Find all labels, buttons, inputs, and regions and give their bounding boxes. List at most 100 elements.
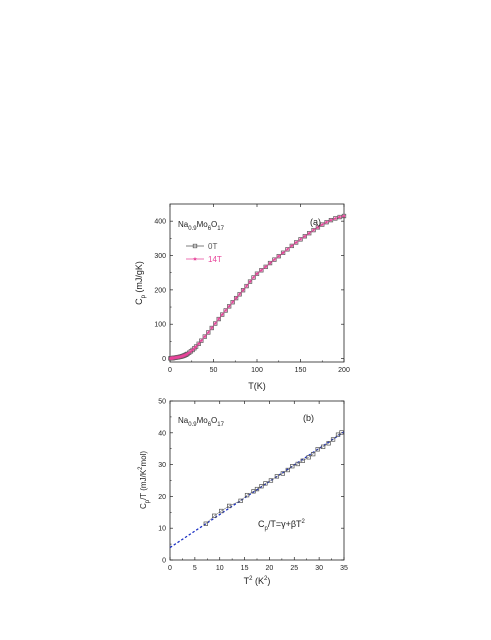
- data-point-14T: [206, 330, 211, 335]
- data-point-b: [330, 437, 336, 442]
- data-point-b: [259, 484, 264, 489]
- legend-label-0T: 0T: [208, 242, 217, 251]
- data-point-14T: [237, 292, 242, 297]
- x-tick-label-b: 10: [216, 565, 224, 572]
- series-line-0T: [170, 215, 345, 359]
- data-point-14T: [272, 257, 277, 262]
- data-point-14T: [199, 338, 204, 343]
- y-axis-label-b: Cp/T (mJ/K2mol): [138, 451, 151, 509]
- data-point-14T: [213, 321, 218, 326]
- legend-label-14T: 14T: [208, 255, 222, 264]
- y-tick-label-b: 50: [158, 399, 166, 406]
- data-point-14T: [251, 275, 256, 280]
- data-point-14T: [341, 213, 347, 218]
- y-axis-label-a: Cp (mJ/gK): [134, 261, 147, 305]
- data-point-14T: [209, 325, 214, 330]
- data-point-b: [290, 464, 295, 469]
- data-point-14T: [247, 279, 253, 284]
- x-tick-label-b: 35: [340, 565, 348, 572]
- data-point-14T: [324, 220, 329, 224]
- series-line-b: [205, 432, 342, 524]
- data-point-14T: [183, 352, 188, 357]
- y-tick-label-b: 0: [162, 558, 166, 565]
- x-tick-label-a: 150: [295, 367, 307, 374]
- y-tick-label-b: 10: [158, 526, 166, 533]
- data-point-14T: [302, 234, 307, 239]
- x-axis-label-a: T(K): [248, 381, 266, 391]
- x-tick-label-a: 100: [251, 367, 263, 374]
- data-point-b: [238, 498, 243, 504]
- data-point-14T: [220, 312, 225, 317]
- data-point-b: [280, 471, 286, 476]
- y-tick-label-a: 100: [154, 322, 166, 329]
- data-point-14T: [188, 349, 193, 354]
- data-point-14T: [227, 304, 232, 309]
- data-point-14T: [307, 231, 312, 235]
- data-point-14T: [202, 334, 207, 339]
- data-point-14T: [289, 243, 294, 248]
- panel-a: 0 50 100 150 200 0 100 200 300 400 Na0.9Mo6O17 (a) 0…: [134, 203, 350, 391]
- data-point-14T: [192, 346, 197, 351]
- data-point-14T: [223, 308, 228, 313]
- data-point-14T: [240, 288, 246, 292]
- data-point-14T: [230, 300, 235, 305]
- data-point-b: [315, 447, 320, 452]
- legend-marker-0T: [192, 243, 198, 249]
- data-point-b: [244, 492, 250, 498]
- x-tick-label-b: 0: [168, 565, 172, 572]
- series-line-14T: [170, 215, 345, 359]
- data-point-b: [335, 432, 341, 437]
- data-point-14T: [337, 214, 342, 219]
- compound-label-a: Na0.9Mo6O17: [178, 220, 225, 232]
- data-point-b: [295, 461, 300, 467]
- panel-label-b: (b): [303, 413, 314, 423]
- x-tick-label-a: 200: [338, 367, 350, 374]
- y-tick-label-a: 400: [154, 219, 166, 226]
- data-point-b: [311, 451, 316, 457]
- y-tick-label-a: 200: [154, 287, 166, 294]
- x-tick-label-a: 0: [168, 367, 172, 374]
- data-point-14T: [285, 247, 290, 252]
- data-point-b: [219, 508, 224, 514]
- data-point-14T: [194, 344, 199, 349]
- data-point-14T: [259, 268, 264, 273]
- data-point-b: [212, 513, 217, 518]
- data-point-b: [254, 486, 260, 492]
- data-point-b: [227, 503, 232, 509]
- legend-marker-14T: [192, 256, 198, 261]
- x-tick-label-b: 30: [315, 565, 323, 572]
- data-point-b: [203, 521, 208, 526]
- data-point-14T: [315, 225, 320, 230]
- x-axis-label-b: T2 (K2): [244, 576, 271, 586]
- data-point-b: [326, 441, 331, 446]
- data-point-14T: [333, 216, 338, 221]
- panel-b: 0 5 10 15 20 25 30 35 0 10 20 30 40 50 Na0.9Mo6O17 (b) C…: [138, 399, 348, 587]
- data-point-b: [285, 467, 290, 473]
- x-tick-label-b: 15: [241, 565, 249, 572]
- data-point-b: [339, 430, 344, 435]
- data-point-b: [306, 455, 311, 460]
- data-point-b: [263, 481, 268, 486]
- x-tick-label-b: 5: [193, 565, 197, 572]
- y-tick-label-b: 20: [158, 494, 166, 501]
- x-tick-label-b: 20: [266, 565, 274, 572]
- data-point-14T: [187, 350, 192, 355]
- data-point-14T: [244, 283, 249, 288]
- data-point-14T: [234, 295, 239, 300]
- data-point-14T: [263, 264, 268, 269]
- y-tick-label-b: 40: [158, 430, 166, 437]
- y-tick-label-a: 300: [154, 253, 166, 260]
- data-point-b: [320, 444, 326, 449]
- data-point-14T: [216, 316, 221, 321]
- data-point-b: [274, 474, 280, 479]
- data-point-14T: [294, 240, 299, 245]
- data-point-14T: [185, 351, 190, 356]
- y-tick-label-a: 0: [162, 356, 166, 363]
- x-tick-label-a: 50: [210, 367, 218, 374]
- x-tick-label-b: 25: [290, 565, 298, 572]
- y-tick-label-b: 30: [158, 462, 166, 469]
- data-point-14T: [196, 341, 201, 346]
- compound-label-b: Na0.9Mo6O17: [178, 416, 225, 428]
